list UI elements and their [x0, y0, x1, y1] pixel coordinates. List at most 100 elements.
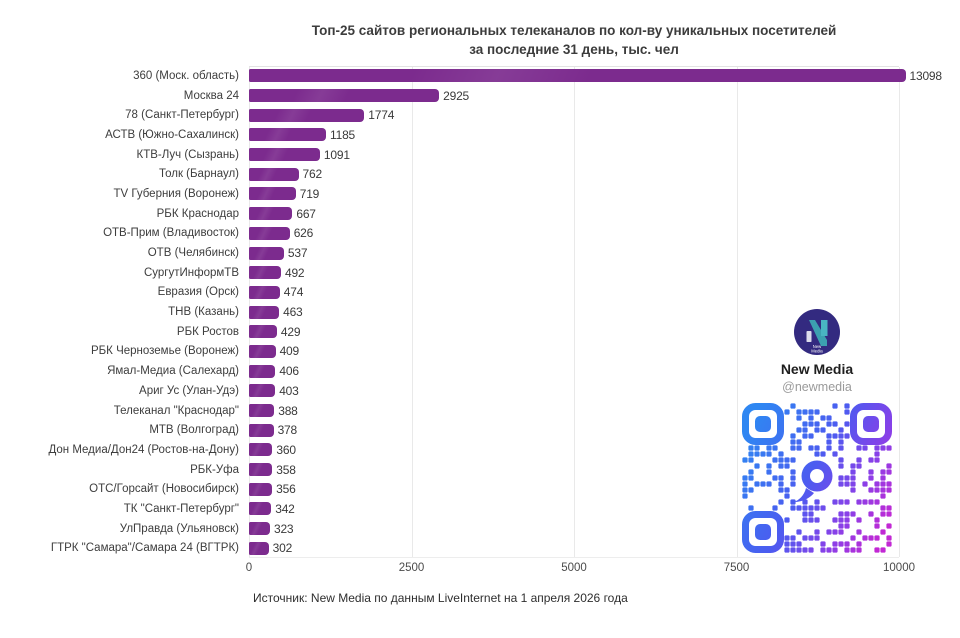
- bar-row: ОТС/Горсайт (Новосибирск) 356: [20, 479, 950, 499]
- bar-track: 342: [249, 502, 899, 516]
- category-label: ОТВ-Прим (Владивосток): [103, 227, 239, 240]
- category-label: РБК Краснодар: [156, 207, 239, 220]
- category-label: Ариг Ус (Улан-Удэ): [139, 384, 239, 397]
- bar-row: 78 (Санкт-Петербург) 1774: [20, 105, 950, 125]
- bar-row: РБК Черноземье (Воронеж) 409: [20, 342, 950, 362]
- brand-name: New Media: [780, 361, 854, 377]
- value-label: 13098: [909, 68, 943, 83]
- bar-row: Телеканал "Краснодар" 388: [20, 401, 950, 421]
- x-tick-label: 5000: [561, 562, 587, 574]
- bar-track: 406: [249, 364, 899, 378]
- category-label: РБК Черноземье (Воронеж): [90, 345, 239, 358]
- x-axis: 0 2500 5000 7500 10000: [245, 562, 915, 578]
- bar-track: 1774: [249, 108, 899, 122]
- logo-text-line1: New: [813, 344, 822, 349]
- value-label: 302: [272, 541, 293, 556]
- x-tick-label: 0: [245, 562, 253, 574]
- value-label: 388: [278, 403, 298, 418]
- category-label: 360 (Моск. область): [133, 69, 239, 82]
- bar-track: 302: [249, 541, 899, 555]
- bar-row: Дон Медиа/Дон24 (Ростов-на-Дону) 360: [20, 440, 950, 460]
- bar: [249, 325, 277, 339]
- value-label: 1774: [368, 108, 395, 123]
- value-label: 406: [279, 364, 299, 379]
- value-label: 537: [287, 246, 308, 261]
- bar-row: Ариг Ус (Улан-Удэ) 403: [20, 381, 950, 401]
- gridline: [736, 67, 738, 557]
- category-label: Москва 24: [183, 89, 239, 102]
- bar-rows: 360 (Моск. область) 13098 Москва 24 2925 78 …: [20, 66, 950, 558]
- bar-row: Евразия (Орск) 474: [20, 283, 950, 303]
- bar-track: 409: [249, 344, 899, 358]
- bar: [249, 443, 273, 457]
- bar: [249, 69, 906, 83]
- chart-title-line1: Топ-25 сайтов региональных телеканалов п…: [311, 23, 837, 38]
- bar-row: ОТВ-Прим (Владивосток) 626: [20, 224, 950, 244]
- bar-row: МТВ (Волгоград) 378: [20, 420, 950, 440]
- gridline: [411, 67, 413, 557]
- bar: [249, 423, 274, 437]
- value-label: 342: [275, 501, 295, 516]
- category-label: Евразия (Орск): [157, 286, 239, 299]
- category-label: Толк (Барнаул): [158, 168, 239, 181]
- bar-track: 474: [249, 285, 899, 299]
- bar-track: 403: [249, 384, 899, 398]
- bar: [249, 266, 281, 280]
- bar-row: РБК-Уфа 358: [20, 460, 950, 480]
- bar-track: 360: [249, 443, 899, 457]
- bar-track: 667: [249, 207, 899, 221]
- value-label: 409: [279, 344, 300, 359]
- value-label: 762: [302, 167, 323, 182]
- category-label: ОТС/Горсайт (Новосибирск): [89, 483, 239, 496]
- bar-row: Толк (Барнаул) 762: [20, 164, 950, 184]
- value-label: 474: [283, 285, 304, 300]
- bar-row: СургутИнформТВ 492: [20, 263, 950, 283]
- value-label: 463: [283, 305, 303, 320]
- new-media-logo-icon: New Media: [794, 309, 840, 355]
- bar: [249, 285, 280, 299]
- category-label: Дон Медиа/Дон24 (Ростов-на-Дону): [48, 443, 239, 456]
- bar-track: 429: [249, 325, 899, 339]
- gridline: [899, 67, 900, 557]
- bar: [249, 187, 296, 201]
- category-label: СургутИнформТВ: [143, 266, 239, 279]
- category-label: TV Губерния (Воронеж): [113, 187, 239, 200]
- category-label: ТНВ (Казань): [168, 306, 239, 319]
- x-tick-label: 7500: [723, 562, 750, 574]
- gridline: [574, 67, 575, 557]
- value-label: 403: [279, 383, 299, 398]
- bar: [249, 522, 270, 536]
- bar: [249, 226, 290, 240]
- category-label: Ямал-Медиа (Салехард): [107, 365, 239, 378]
- bar-row: РБК Ростов 429: [20, 322, 950, 342]
- category-label: РБК Ростов: [176, 325, 239, 338]
- category-label: АСТВ (Южно-Сахалинск): [105, 128, 239, 141]
- bar: [249, 167, 299, 181]
- value-label: 378: [277, 423, 298, 438]
- bar-track: 323: [249, 522, 899, 536]
- bar-track: 388: [249, 404, 899, 418]
- category-label: ОТВ (Челябинск): [147, 247, 239, 260]
- qr-code: [742, 403, 892, 553]
- value-label: 667: [296, 206, 316, 221]
- value-label: 492: [284, 265, 305, 280]
- bar-track: 463: [249, 305, 899, 319]
- bar-row: ОТВ (Челябинск) 537: [20, 243, 950, 263]
- bar: [249, 384, 276, 398]
- value-label: 1185: [330, 127, 356, 142]
- bar: [249, 305, 280, 319]
- branding-panel: New Media New Media @newmedia: [742, 309, 892, 553]
- bar-row: РБК Краснодар 667: [20, 204, 950, 224]
- bar-row: ГТРК "Самара"/Самара 24 (ВГТРК) 302: [20, 539, 950, 559]
- bar: [249, 108, 365, 122]
- bar: [249, 148, 320, 162]
- bar: [249, 482, 273, 496]
- value-label: 429: [280, 324, 301, 339]
- category-label: РБК-Уфа: [190, 463, 239, 476]
- bar: [249, 246, 284, 260]
- value-label: 356: [276, 482, 296, 497]
- bar-row: 360 (Моск. область) 13098: [20, 66, 950, 86]
- source-note: Источник: New Media по данным LiveIntern…: [253, 591, 628, 605]
- value-label: 626: [293, 226, 314, 241]
